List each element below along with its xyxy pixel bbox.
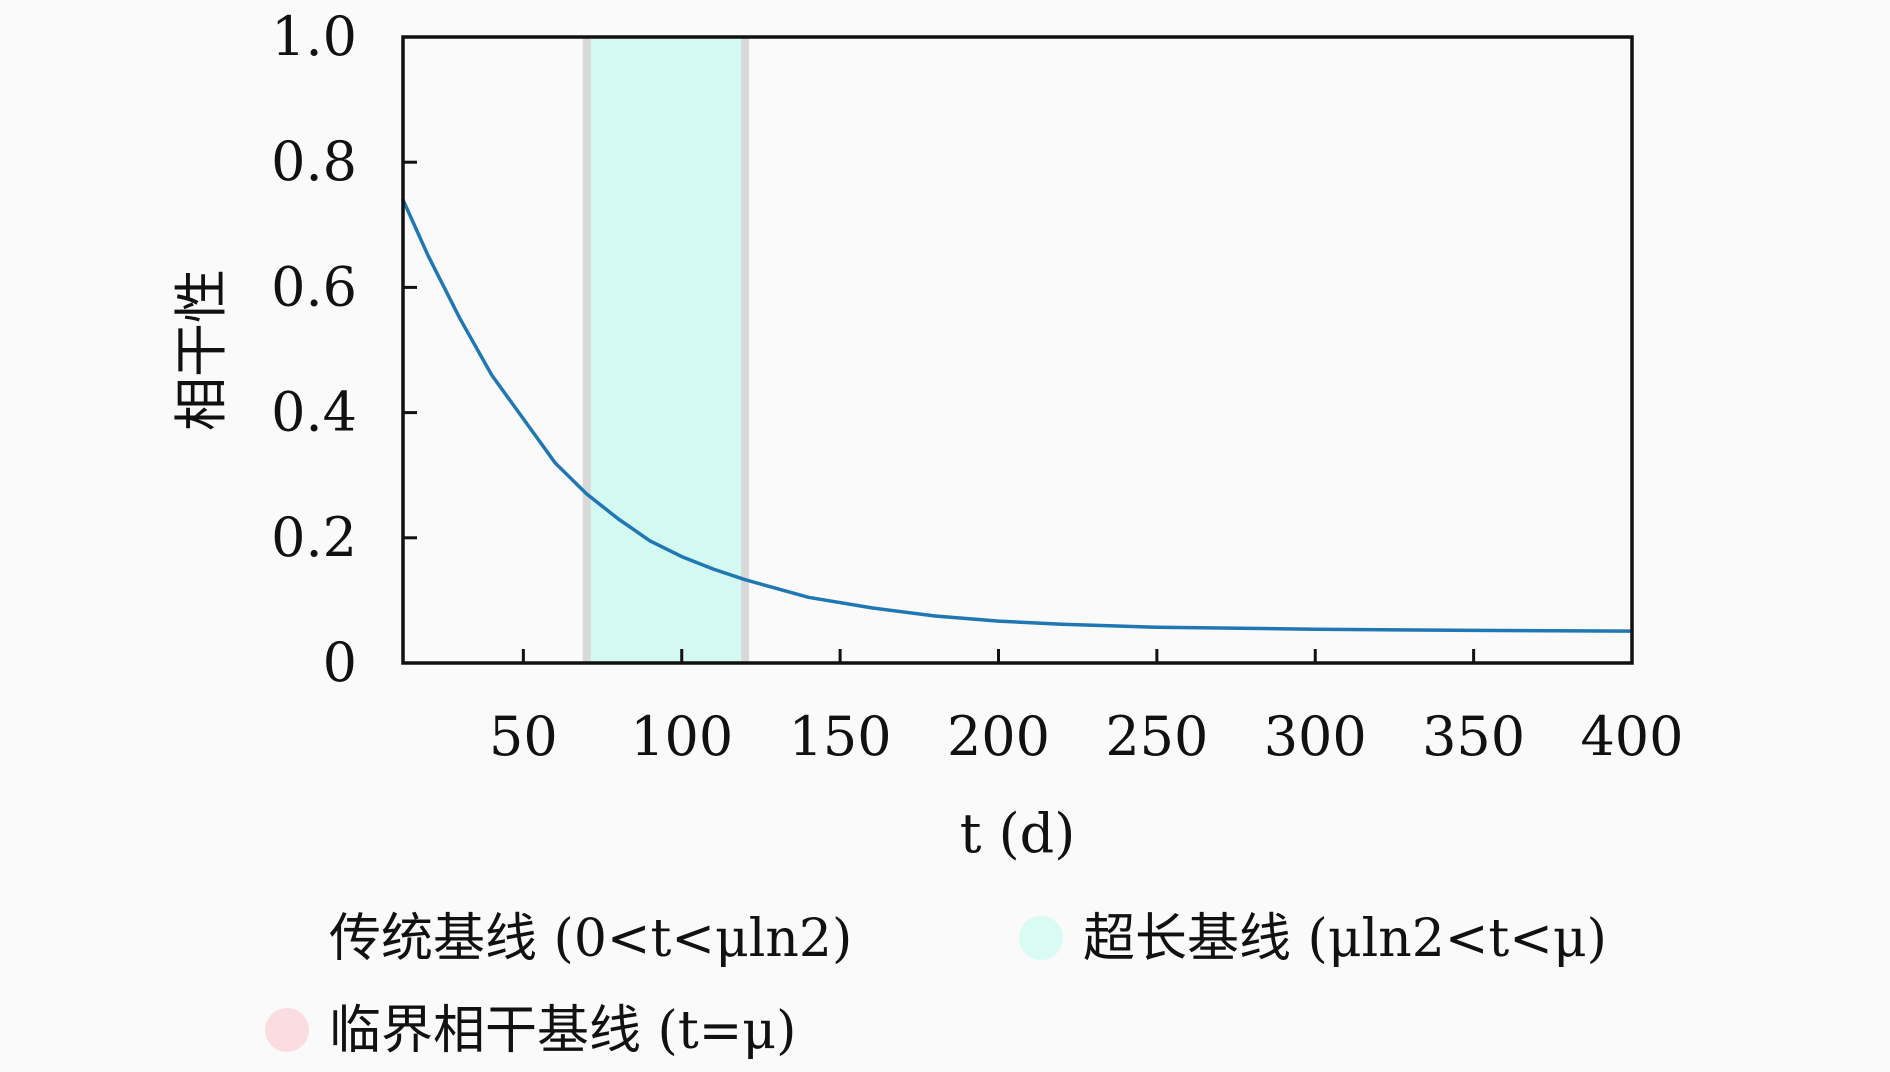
x-tick-label: 200 [947,705,1050,768]
x-axis-label: t (d) [960,802,1076,865]
y-axis-label: 相干性 [170,269,233,431]
x-tick-label: 50 [489,705,558,768]
legend: 传统基线 (0<t<μln2) 超长基线 (μln2<t<μ) 临界相干基线 (t=… [265,909,1607,1061]
legend-marker-1 [1019,916,1063,960]
x-tick-label: 300 [1264,705,1367,768]
shaded-bands [586,37,746,663]
shaded-band-0 [586,37,746,663]
y-tick-label: 1.0 [271,5,357,68]
legend-label-2: 临界相干基线 (t=μ) [329,1001,796,1061]
x-tick-label: 250 [1105,705,1208,768]
x-tick-label: 350 [1422,705,1525,768]
legend-label-0: 传统基线 (0<t<μln2) [329,909,852,969]
x-axis-ticks: 50 100 150 200 250 300 350 400 [489,649,1684,768]
y-tick-label: 0.6 [271,255,357,318]
plot-frame [401,35,1634,665]
series-lines [401,198,1634,633]
y-tick-label: 0.2 [271,506,357,569]
x-tick-label: 400 [1580,705,1683,768]
vertical-lines [582,37,750,663]
legend-marker-2 [265,1008,309,1052]
legend-label-1: 超长基线 (μln2<t<μ) [1083,909,1607,969]
x-tick-label: 100 [630,705,733,768]
y-tick-label: 0.4 [271,381,357,444]
y-axis-ticks: 0 0.2 0.4 0.6 0.8 1.0 [271,5,417,694]
y-tick-label: 0.8 [271,130,357,193]
y-tick-label: 0 [323,631,357,694]
x-tick-label: 150 [789,705,892,768]
legend-marker-0 [265,916,309,960]
series-line-0 [401,198,1634,633]
